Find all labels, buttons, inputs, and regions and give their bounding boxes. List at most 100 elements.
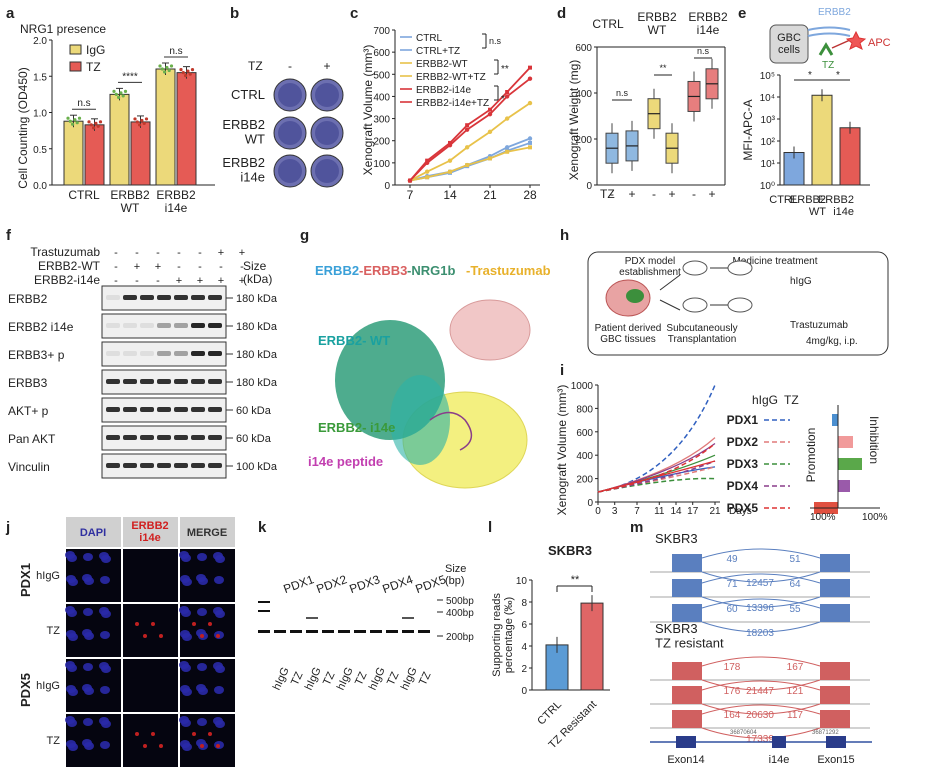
gel-band	[322, 630, 334, 633]
data-point	[112, 89, 116, 93]
panel-letter-e: e	[738, 5, 746, 22]
d-xtick: +	[668, 187, 675, 201]
data-point	[163, 70, 167, 74]
f-blot-name: ERBB2	[8, 292, 48, 306]
d-ytick: 0	[586, 181, 592, 192]
data-point	[119, 91, 123, 95]
label-line: hIgG	[271, 665, 292, 692]
m-exon-coverage	[672, 604, 702, 622]
k-lane: PDX2	[315, 572, 350, 596]
label-line: **	[501, 64, 509, 75]
label-line: d	[557, 5, 566, 22]
i14e-signal	[135, 732, 139, 736]
label-line: Medicine treatment	[732, 256, 817, 267]
data-point	[114, 92, 118, 96]
nucleus	[100, 576, 110, 584]
nucleus	[83, 663, 93, 671]
i14e-signal	[143, 744, 147, 748]
gel-band	[290, 630, 302, 633]
label-line: percentage (‰)	[503, 597, 515, 673]
label-line: 0	[384, 181, 390, 192]
label-line: 64	[789, 579, 801, 590]
label-line: ERBB2-WT	[38, 259, 101, 273]
label-line: DAPI	[80, 527, 106, 539]
i-xtick: 7	[634, 506, 640, 517]
panel-letter-d: d	[557, 5, 566, 22]
label-line: +	[155, 261, 161, 273]
nucleus	[215, 610, 225, 618]
m-count: 71	[726, 579, 738, 590]
label-line: 55	[789, 604, 801, 615]
label-line: 36871292	[812, 730, 839, 736]
a-group-label: ERBB2 WT	[110, 188, 150, 215]
c-sig: **	[501, 64, 509, 75]
legend-tz-swatch	[69, 61, 82, 72]
label-line: *	[501, 94, 505, 105]
gel-band	[338, 630, 350, 633]
sig-label: n.s	[169, 46, 182, 57]
label-line: -	[114, 247, 118, 259]
i-days: Days	[729, 506, 752, 517]
colony-stain	[315, 159, 339, 183]
d-ytick: 200	[575, 135, 592, 146]
k-bottom: hIgG	[367, 665, 388, 692]
m-count: 176	[724, 686, 741, 697]
e-ylabel: MFI-APC-A	[741, 99, 755, 160]
i-promotion: Promotion	[804, 428, 818, 483]
label-line: ERBB2	[315, 263, 359, 278]
data-point	[117, 95, 121, 99]
label-line: +	[668, 187, 675, 201]
i-pdx-label: PDX3	[727, 457, 759, 471]
j-group: PDX5	[18, 673, 33, 707]
blot-band	[157, 323, 171, 328]
label-line: n.s	[169, 46, 182, 57]
series-marker	[408, 178, 412, 183]
g-peptide: i14e peptide	[308, 454, 383, 469]
arrow	[659, 299, 681, 311]
nucleus	[198, 577, 208, 585]
i14e-signal	[159, 744, 163, 748]
e-ytick: 10⁵	[760, 71, 775, 82]
label-line: 400bp	[446, 608, 474, 619]
label-line: 1.0	[33, 109, 47, 120]
blot-band	[123, 295, 137, 300]
m-count: 55	[789, 604, 801, 615]
k-bottom: hIgG	[303, 665, 324, 692]
label-line: 164	[724, 710, 741, 721]
blot-band	[174, 379, 188, 384]
data-point	[66, 116, 70, 120]
blot-band	[140, 323, 154, 328]
m-junction-arc	[701, 704, 821, 715]
f-sign: -	[156, 247, 160, 259]
label-line: +	[218, 247, 224, 259]
nucleus	[83, 608, 93, 616]
series-marker	[504, 116, 510, 121]
m-junction-arc	[701, 680, 821, 691]
panel-letter-c: c	[350, 5, 358, 22]
l-ytick: 8	[521, 598, 527, 609]
label-line: 100%	[862, 512, 888, 523]
label-line: -NRG1b	[407, 263, 455, 278]
label-line: i	[560, 362, 564, 379]
c-legend-entry: CTRL	[416, 33, 443, 44]
pdx-tz-line	[597, 442, 716, 493]
label-line: TZ	[321, 670, 338, 688]
bar-TZ	[130, 121, 151, 186]
nucleus	[181, 609, 191, 617]
b-tz: TZ	[248, 59, 263, 73]
blot-band	[208, 407, 222, 412]
data-point	[160, 67, 164, 71]
e-ytick: 10⁰	[760, 181, 775, 192]
erbb2-receptor	[807, 32, 851, 37]
k-bottom: hIgG	[399, 665, 420, 692]
i14e-signal	[143, 634, 147, 638]
label-line: 11	[654, 506, 665, 517]
f-sign: +	[197, 275, 203, 287]
data-point	[167, 68, 171, 73]
blot-band	[191, 463, 205, 468]
series-marker	[528, 140, 532, 145]
h-higg: hIgG	[790, 276, 812, 287]
d-top-label: ERBB2 WT	[637, 10, 677, 37]
label-line: ERBB2-i14e	[34, 273, 100, 287]
blot-band	[140, 379, 154, 384]
